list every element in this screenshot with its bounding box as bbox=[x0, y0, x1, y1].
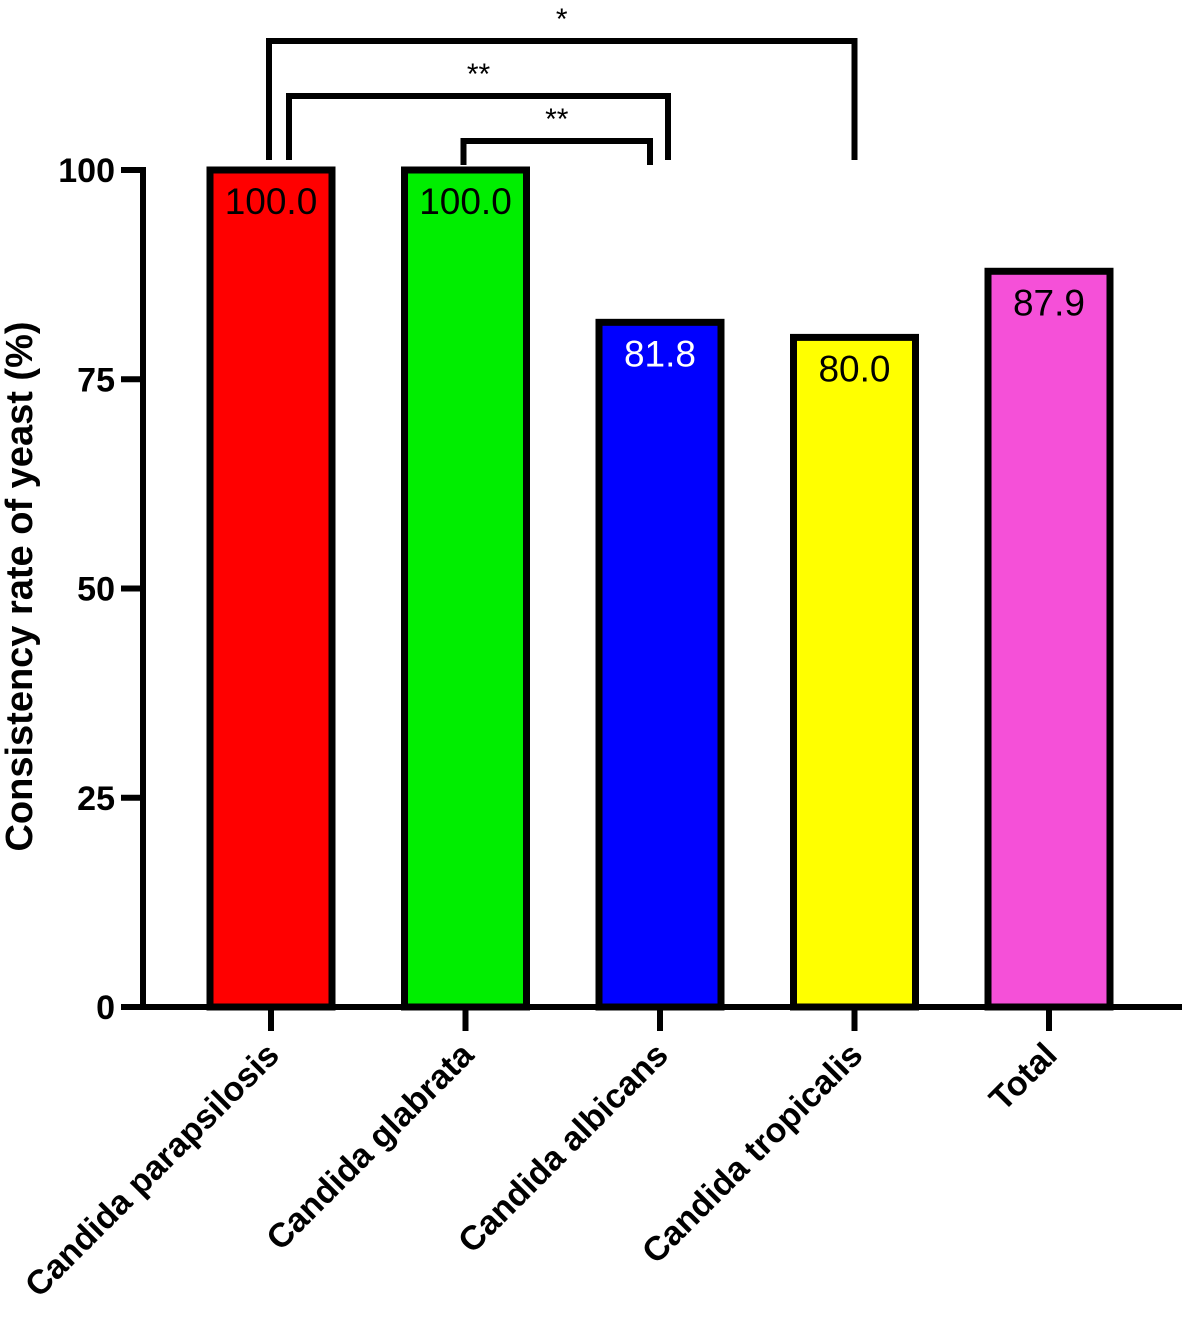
significance-label: * bbox=[556, 3, 568, 36]
y-tick-label: 50 bbox=[77, 571, 115, 609]
significance-bracket bbox=[460, 138, 653, 165]
y-axis-label: Consistency rate of yeast (%) bbox=[0, 321, 41, 851]
y-ticks: 0 25 50 75 100 bbox=[58, 152, 143, 1027]
significance-label: ** bbox=[545, 103, 569, 136]
y-tick-label: 25 bbox=[77, 780, 115, 818]
data-label: 87.9 bbox=[1013, 282, 1085, 323]
y-tick-label: 100 bbox=[58, 152, 115, 190]
bars bbox=[206, 166, 1114, 1011]
significance-brackets: ***** bbox=[266, 3, 858, 165]
significance-bracket bbox=[266, 38, 858, 160]
data-label: 80.0 bbox=[818, 348, 890, 389]
significance-label: ** bbox=[467, 58, 491, 91]
data-label: 100.0 bbox=[225, 181, 318, 222]
data-label: 81.8 bbox=[624, 333, 696, 374]
x-tick-label: Candida parapsilosis bbox=[18, 1036, 287, 1305]
bar bbox=[595, 318, 725, 1011]
x-tick-label: Candida tropicalis bbox=[635, 1036, 870, 1271]
bar bbox=[790, 333, 919, 1011]
y-tick-label: 0 bbox=[96, 989, 115, 1027]
data-labels: 100.0 100.0 81.8 80.0 87.9 bbox=[225, 181, 1085, 389]
bar bbox=[984, 267, 1114, 1011]
bar bbox=[401, 166, 530, 1011]
significance-bracket bbox=[286, 93, 671, 160]
y-tick-label: 75 bbox=[77, 361, 115, 399]
x-tick-label: Candida glabrata bbox=[259, 1035, 482, 1258]
bar bbox=[206, 166, 336, 1011]
x-tick-label: Candida albicans bbox=[451, 1036, 676, 1261]
x-tick-label: Total bbox=[982, 1036, 1065, 1119]
data-label: 100.0 bbox=[419, 181, 512, 222]
